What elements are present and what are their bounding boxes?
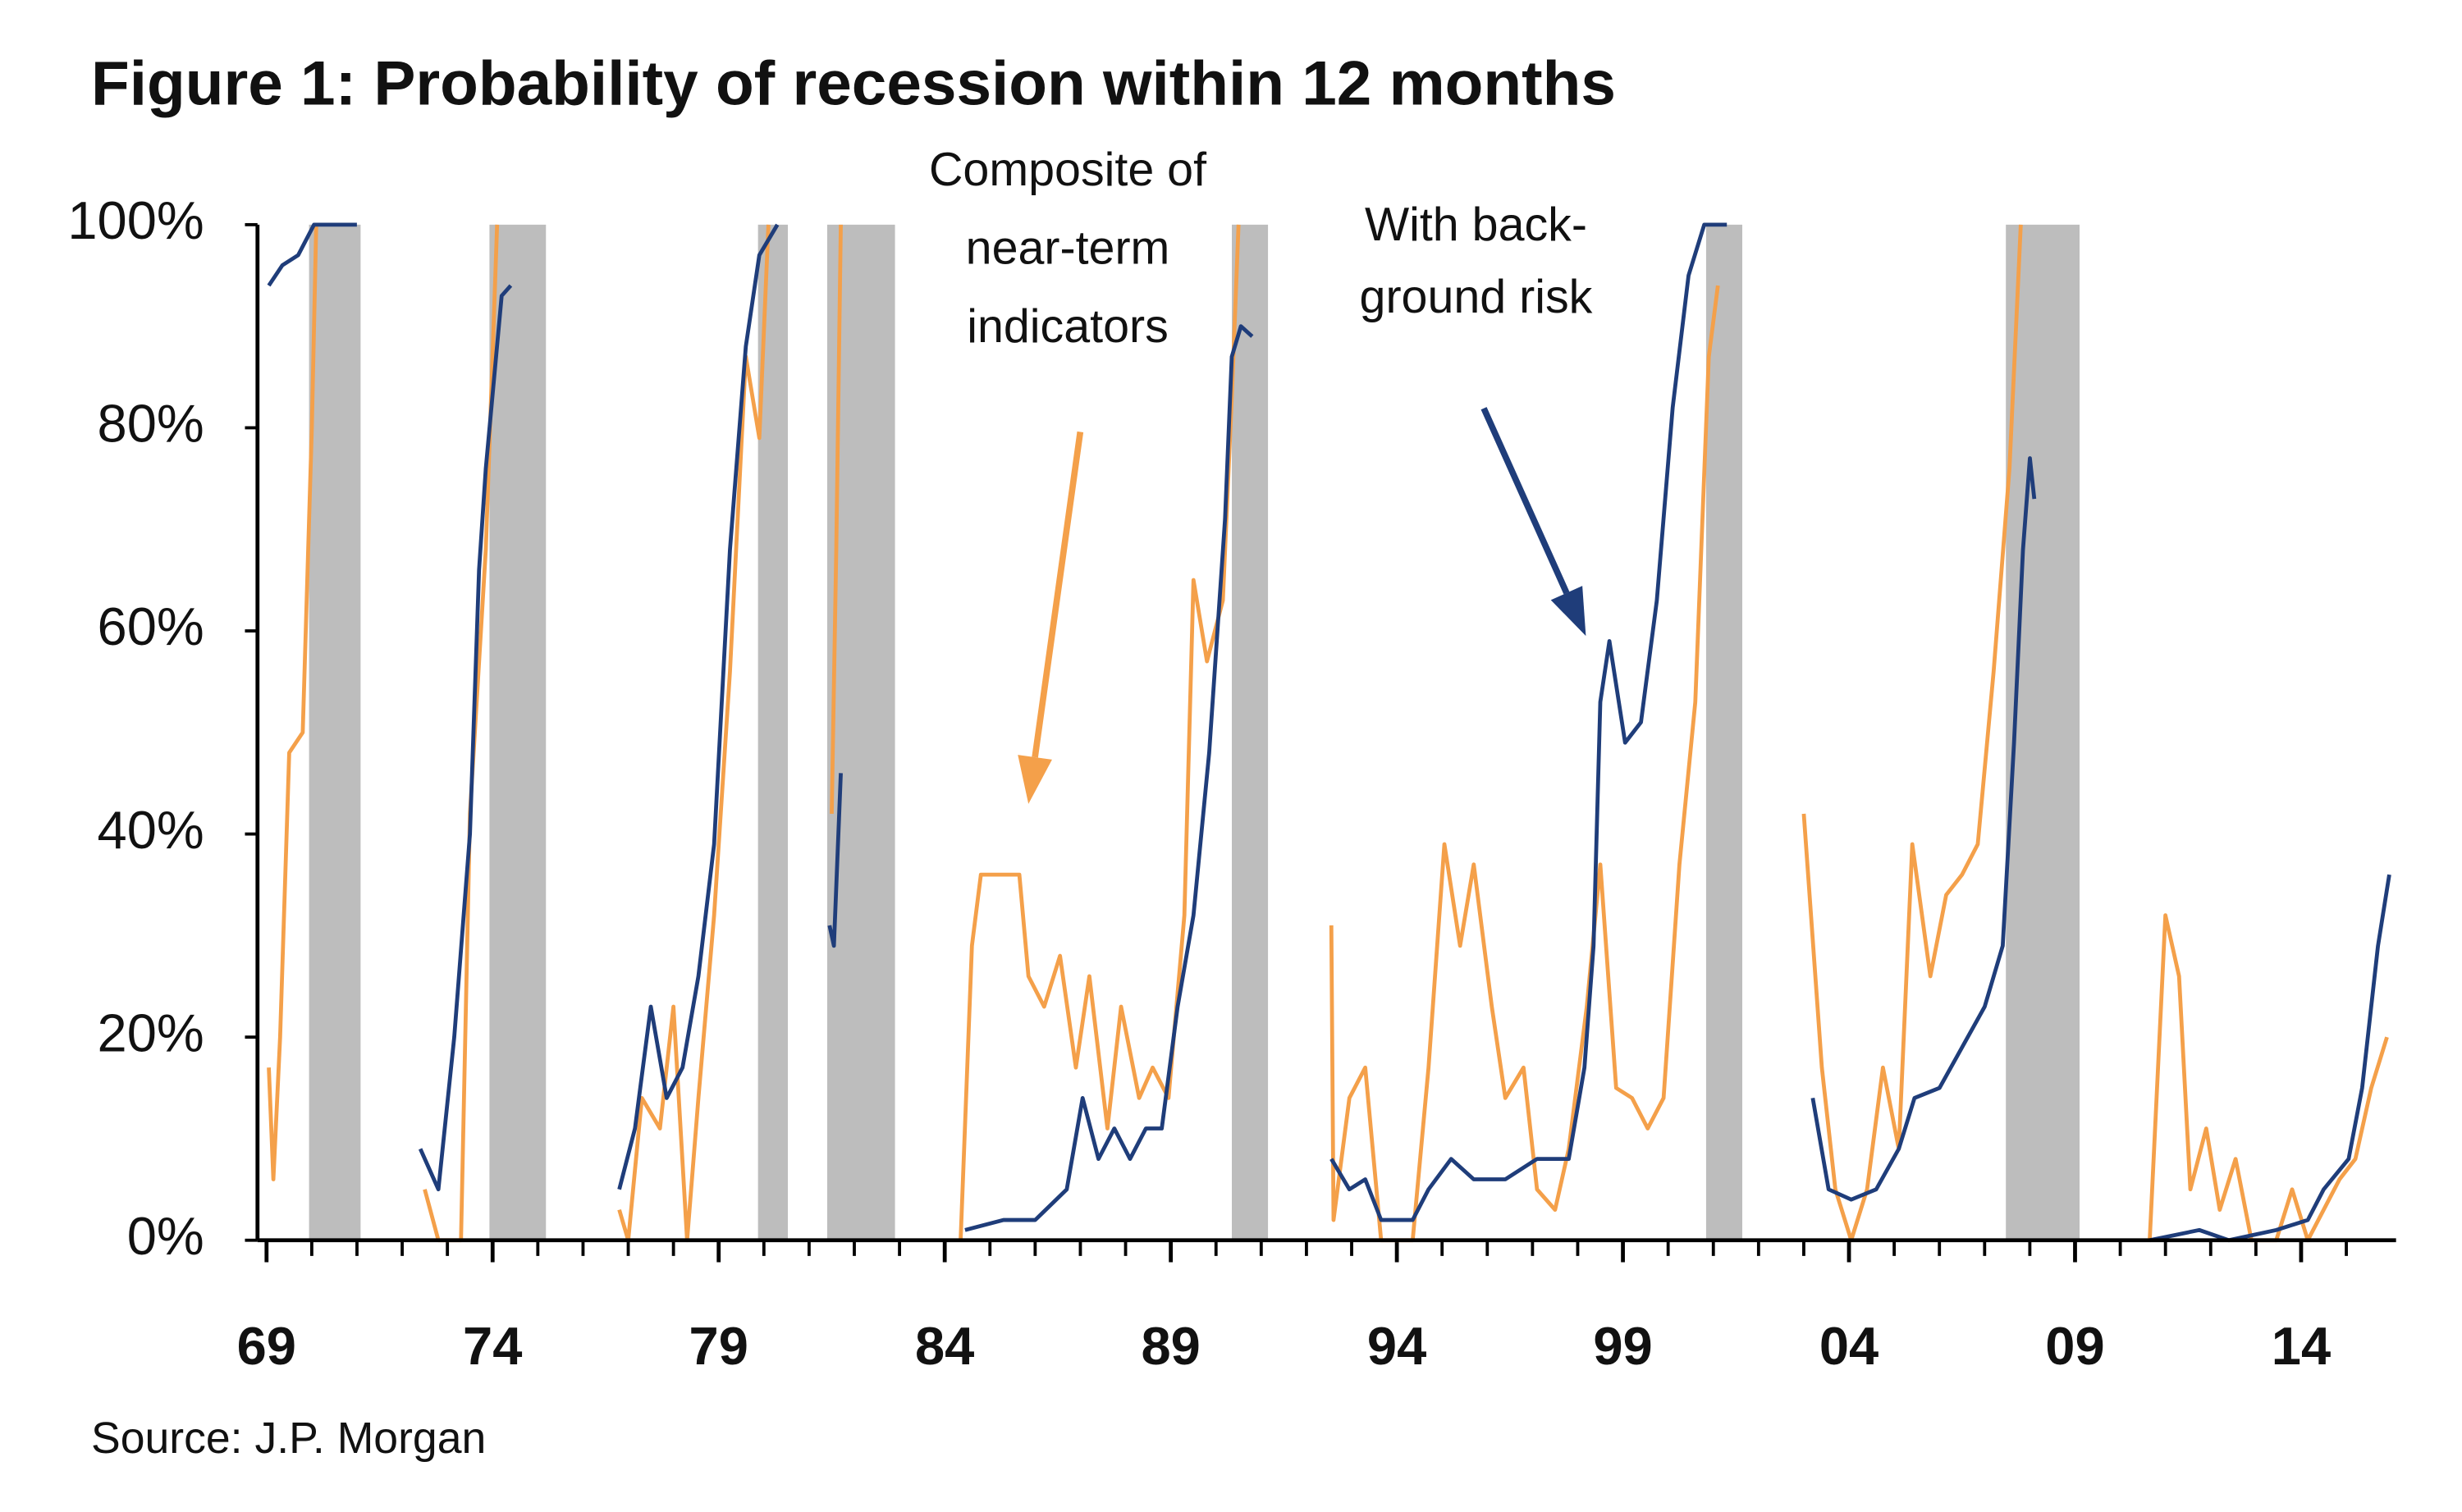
arrow-head — [1550, 586, 1586, 637]
source-note: Source: J.P. Morgan — [91, 1414, 486, 1463]
y-tick-label: 100% — [67, 190, 204, 250]
annotation: ground risk — [1360, 271, 1593, 323]
recession-band — [309, 224, 361, 1240]
x-tick-label: 74 — [463, 1316, 522, 1376]
annotation-arrow — [1032, 431, 1084, 758]
y-tick-label: 40% — [98, 800, 204, 860]
y-tick-label: 80% — [98, 394, 204, 454]
x-tick-label: 99 — [1593, 1316, 1652, 1376]
recession-band — [489, 224, 547, 1240]
annotation: Composite of — [929, 144, 1207, 196]
x-tick-label: 84 — [915, 1316, 974, 1376]
annotation: near-term — [966, 222, 1170, 275]
x-tick-label: 04 — [1819, 1316, 1879, 1376]
arrow-head — [1018, 755, 1052, 804]
recession-band — [1232, 224, 1269, 1240]
annotation-arrow — [1480, 407, 1570, 595]
recession-band — [2006, 224, 2080, 1240]
x-tick-label: 69 — [237, 1316, 296, 1376]
annotation: indicators — [967, 300, 1169, 353]
x-tick-label: 14 — [2272, 1316, 2331, 1376]
y-tick-label: 0% — [127, 1206, 204, 1266]
recession-band — [1705, 224, 1743, 1240]
x-tick-label: 79 — [689, 1316, 748, 1376]
chart-title: Figure 1: Probability of recession withi… — [91, 49, 1616, 119]
x-tick-label: 09 — [2045, 1316, 2104, 1376]
y-tick-label: 60% — [98, 596, 204, 656]
annotation: With back- — [1365, 199, 1587, 251]
y-tick-label: 20% — [98, 1003, 204, 1062]
series-line — [267, 224, 2389, 1243]
x-tick-label: 94 — [1367, 1316, 1426, 1376]
series-line — [267, 222, 2391, 1243]
x-tick-label: 89 — [1141, 1316, 1200, 1376]
